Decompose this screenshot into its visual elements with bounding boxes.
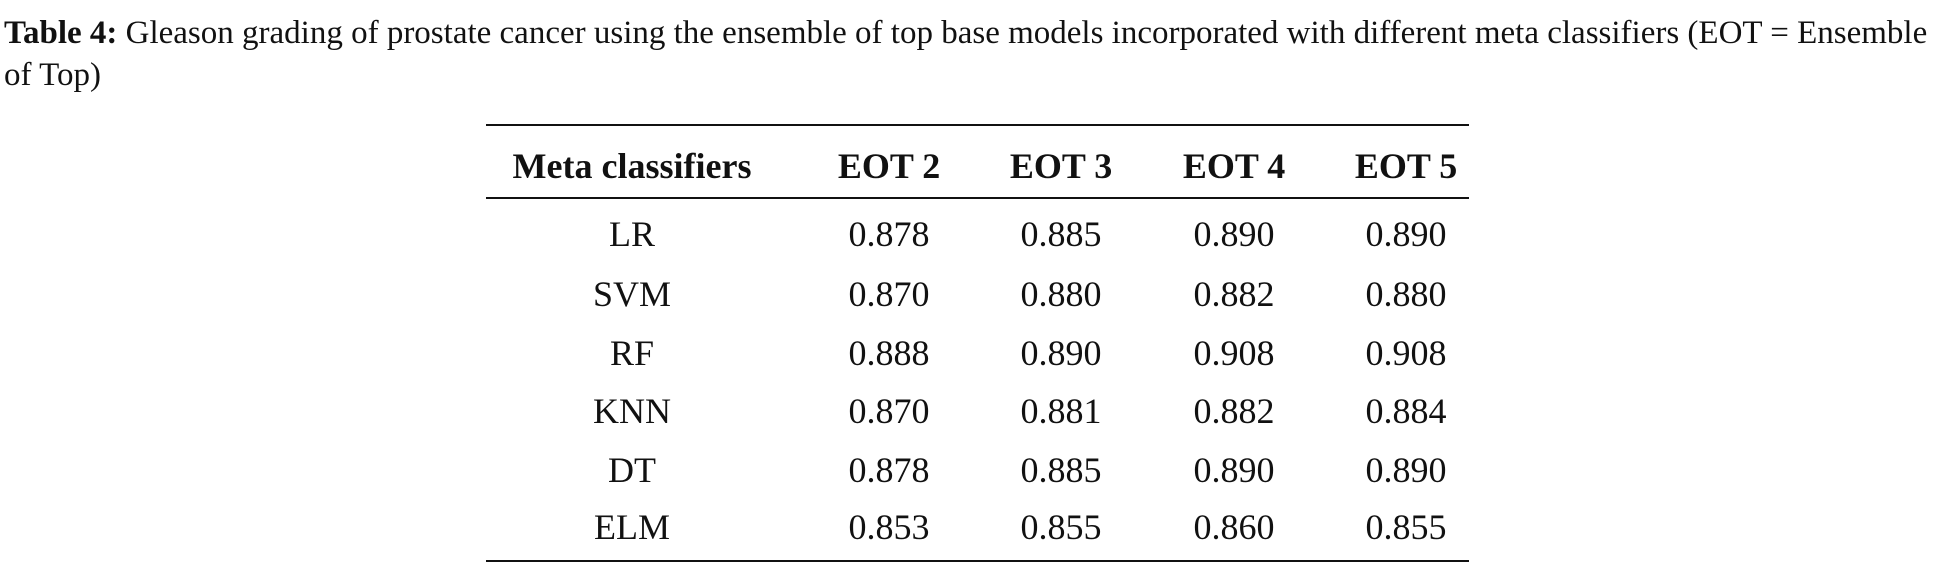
header-cell: EOT 5 [1354,146,1458,186]
header-cell: EOT 2 [837,146,941,186]
header-cell: Meta classifiers [512,146,752,186]
mid-rule [486,197,1469,199]
table-cell: 0.882 [1193,274,1275,314]
table-cell: 0.880 [1020,274,1102,314]
row-label: ELM [594,507,670,547]
table-cell: 0.890 [1193,214,1275,254]
table-cell: 0.885 [1020,214,1102,254]
top-rule [486,124,1469,126]
table-cell: 0.908 [1193,333,1275,373]
table-cell: 0.870 [848,391,930,431]
header-cell: EOT 4 [1182,146,1286,186]
table-cell: 0.890 [1193,450,1275,490]
table-cell: 0.890 [1365,214,1447,254]
table-cell: 0.870 [848,274,930,314]
table-cell: 0.885 [1020,450,1102,490]
bottom-rule [486,560,1469,562]
table-cell: 0.878 [848,214,930,254]
caption: Table 4: Gleason grading of prostate can… [4,12,1949,96]
row-label: DT [608,450,656,490]
table-cell: 0.853 [848,507,930,547]
table-cell: 0.860 [1193,507,1275,547]
row-label: RF [609,333,655,373]
table-cell: 0.880 [1365,274,1447,314]
table-cell: 0.855 [1020,507,1102,547]
table-cell: 0.888 [848,333,930,373]
table-cell: 0.882 [1193,391,1275,431]
row-label: SVM [592,274,672,314]
caption-label: Table 4: [4,15,118,51]
table-cell: 0.890 [1365,450,1447,490]
caption-text: Gleason grading of prostate cancer using… [4,15,1928,93]
table-cell: 0.855 [1365,507,1447,547]
row-label: LR [608,214,656,254]
table-cell: 0.878 [848,450,930,490]
table-cell: 0.908 [1365,333,1447,373]
table-cell: 0.890 [1020,333,1102,373]
table-cell: 0.881 [1020,391,1102,431]
header-cell: EOT 3 [1009,146,1113,186]
row-label: KNN [593,391,671,431]
table-cell: 0.884 [1365,391,1447,431]
